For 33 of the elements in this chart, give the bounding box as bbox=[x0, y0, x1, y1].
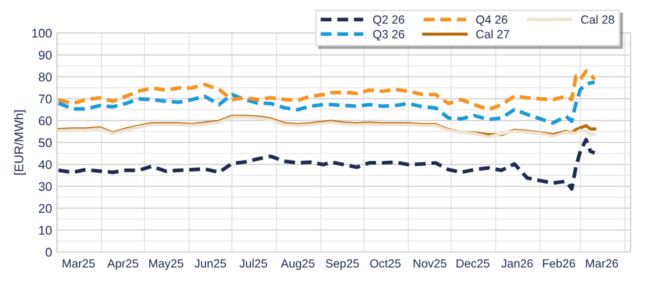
y-tick-label: 80 bbox=[38, 72, 52, 82]
x-tick-label: Aug25 bbox=[280, 259, 314, 270]
x-tick-label: Nov25 bbox=[414, 259, 446, 268]
legend-label: Cal 27 bbox=[476, 30, 510, 38]
x-tick-label: Jun25 bbox=[194, 259, 226, 268]
line-series bbox=[57, 138, 596, 191]
x-tick-label: Feb26 bbox=[543, 258, 576, 268]
legend-label: Q3 26 bbox=[373, 30, 404, 40]
y-tick-label: 70 bbox=[38, 94, 52, 104]
legend-label: Cal 28 bbox=[581, 15, 614, 24]
y-tick-label: 0 bbox=[46, 248, 52, 257]
y-tick-label: 10 bbox=[39, 226, 52, 235]
x-tick-label: May25 bbox=[149, 259, 184, 270]
line-series bbox=[57, 80, 596, 125]
x-tick-label: Sep25 bbox=[326, 259, 359, 270]
line-series bbox=[57, 69, 596, 112]
x-tick-label: Mar26 bbox=[586, 259, 618, 268]
y-tick-label: 100 bbox=[32, 28, 52, 38]
x-tick-label: Jan26 bbox=[501, 259, 533, 268]
y-tick-label: 30 bbox=[38, 182, 52, 191]
y-tick-label: 90 bbox=[38, 50, 52, 60]
legend-label: Q2 26 bbox=[373, 15, 404, 26]
y-tick-label: 40 bbox=[38, 160, 52, 170]
legend-label: Q4 26 bbox=[476, 15, 508, 26]
x-tick-label: Oct25 bbox=[370, 259, 401, 268]
x-tick-label: Mar25 bbox=[62, 259, 95, 268]
y-tick-label: 60 bbox=[38, 116, 52, 126]
y-tick-label: 20 bbox=[38, 204, 52, 213]
x-tick-label: Apr25 bbox=[107, 259, 138, 270]
y-tick-label: 50 bbox=[38, 138, 52, 148]
y-axis-title: [EUR/MWh] bbox=[14, 110, 26, 175]
x-tick-label: Dec25 bbox=[456, 259, 490, 268]
x-tick-label: Jul25 bbox=[240, 258, 268, 268]
